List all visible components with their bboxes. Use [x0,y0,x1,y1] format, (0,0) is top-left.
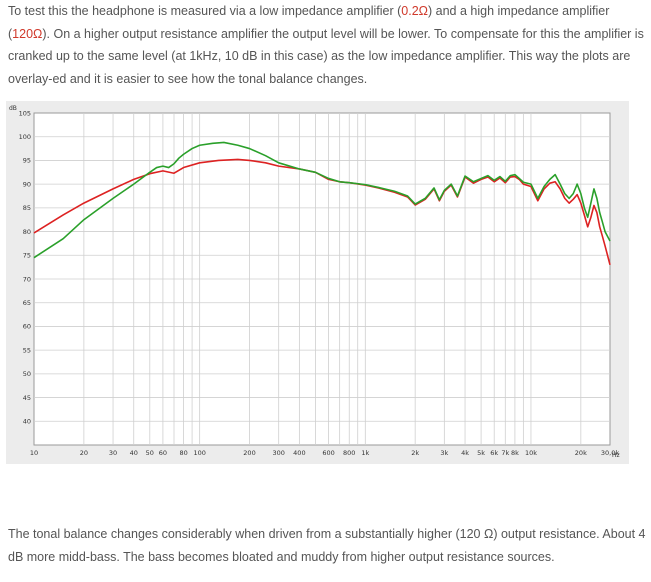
y-axis-unit: dB [9,105,17,112]
y-tick-label: 90 [23,180,31,188]
x-tick-label: 10 [30,449,38,457]
x-tick-label: 300 [272,449,284,457]
y-tick-label: 105 [19,109,31,117]
intro-text-b: ) and a high impedance amplifier ( [8,4,610,41]
x-tick-label: 30,0k [601,449,619,457]
intro-paragraph: To test this the headphone is measured v… [8,0,648,90]
y-tick-label: 50 [23,370,31,378]
x-tick-label: 3k [440,449,448,457]
y-tick-label: 60 [23,323,31,331]
high-impedance-value: 120Ω [12,26,43,41]
x-tick-label: 30 [109,449,117,457]
x-tick-label: 1k [361,449,369,457]
frequency-response-chart: 105 100 95 90 85 80 75 70 65 60 55 50 45 40 10 20 30 40 5… [9,105,620,459]
x-axis-ticks: 10 20 30 40 50 60 80 100 200 300 400 600 800 1k 2k 3k 4k… [30,449,619,457]
x-axis-unit: Hz [612,452,620,459]
y-tick-label: 100 [19,133,31,141]
y-tick-label: 45 [23,394,31,402]
x-tick-label: 4k [461,449,469,457]
y-tick-label: 85 [23,204,31,212]
x-tick-label: 40 [130,449,138,457]
y-tick-label: 75 [23,252,31,260]
intro-text-a: To test this the headphone is measured v… [8,4,402,18]
low-impedance-value: 0.2Ω [401,4,429,18]
series-line-high-impedance [33,141,611,259]
x-tick-label: 8k [511,449,519,457]
x-tick-label: 10k [525,449,537,457]
x-tick-label: 2k [411,449,419,457]
frequency-response-figure: 105 100 95 90 85 80 75 70 65 60 55 50 45 40 10 20 30 40 5… [6,101,629,464]
x-tick-label: 20 [80,449,88,457]
x-tick-label: 7k [501,449,509,457]
x-tick-label: 6k [490,449,498,457]
y-tick-label: 70 [23,275,31,283]
x-tick-label: 80 [179,449,187,457]
conclusion-paragraph: The tonal balance changes considerably w… [8,527,646,564]
x-tick-label: 5k [477,449,485,457]
x-tick-label: 800 [343,449,355,457]
x-tick-label: 20k [575,449,587,457]
y-tick-label: 65 [23,299,31,307]
intro-text-c: ). On a higher output resistance amplifi… [8,26,644,86]
y-tick-label: 40 [23,418,31,426]
x-tick-label: 600 [322,449,334,457]
series-lines [33,141,611,265]
x-tick-label: 60 [159,449,167,457]
x-tick-label: 200 [243,449,255,457]
x-tick-label: 50 [146,449,154,457]
x-tick-label: 400 [293,449,305,457]
y-axis-ticks: 105 100 95 90 85 80 75 70 65 60 55 50 45 40 [19,109,31,425]
y-tick-label: 95 [23,157,31,165]
y-tick-label: 55 [23,346,31,354]
y-tick-label: 80 [23,228,31,236]
x-tick-label: 100 [193,449,205,457]
